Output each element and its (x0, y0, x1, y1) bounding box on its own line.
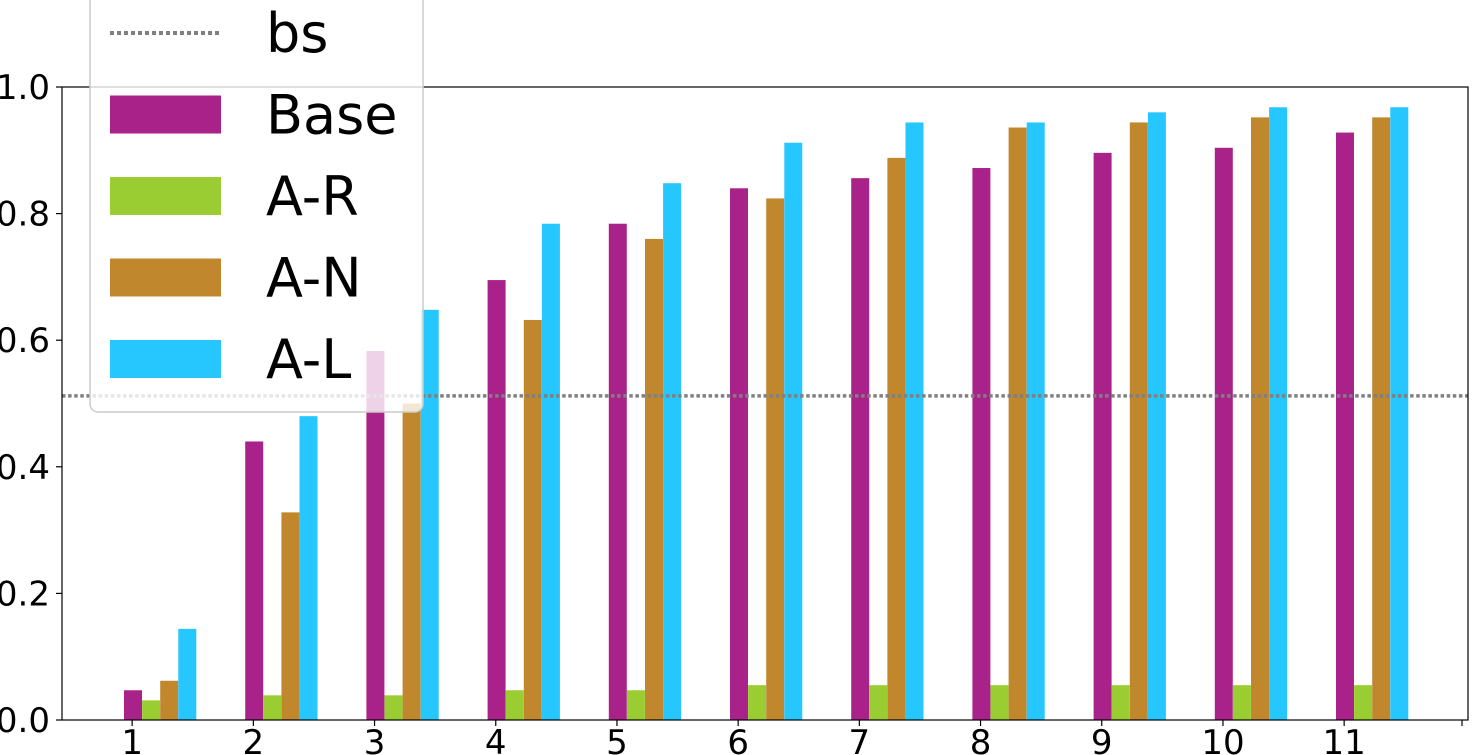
legend-label-a-n: A-N (266, 247, 362, 310)
bar-a-r-9 (1111, 685, 1130, 720)
bar-a-n-11 (1372, 117, 1391, 720)
bar-base-11 (1336, 132, 1354, 721)
x-tick-label-6: 6 (727, 723, 749, 755)
y-tick-label: 0.4 (0, 448, 50, 488)
x-tick-label-7: 7 (849, 723, 871, 755)
bar-a-r-8 (990, 685, 1009, 720)
x-tick-label-4: 4 (485, 723, 507, 755)
bar-base-1 (124, 690, 142, 720)
bar-base-10 (1214, 147, 1233, 720)
bar-a-l-6 (784, 142, 803, 721)
bar-a-l-3 (420, 309, 439, 720)
bar-a-n-9 (1129, 122, 1148, 720)
bar-a-n-6 (766, 198, 785, 720)
bar-a-r-6 (748, 685, 767, 720)
bar-a-l-1 (178, 628, 197, 720)
bar-base-9 (1093, 152, 1112, 720)
x-tick-label-9: 9 (1091, 723, 1113, 755)
x-tick-label-8: 8 (970, 723, 992, 755)
bar-a-l-5 (663, 183, 682, 720)
x-tick-label-11: 11 (1323, 723, 1366, 755)
bar-a-n-5 (645, 238, 663, 721)
bar-a-n-8 (1008, 127, 1027, 720)
y-tick-label: 0.6 (0, 321, 50, 361)
x-tick-label-10: 10 (1201, 723, 1244, 755)
bar-a-r-2 (263, 695, 282, 720)
bar-base-8 (972, 168, 991, 721)
bar-base-3 (366, 350, 385, 720)
bar-a-l-4 (541, 223, 560, 720)
bar-a-r-3 (384, 695, 403, 720)
y-tick-label: 0.8 (0, 195, 50, 235)
bar-a-l-10 (1269, 107, 1288, 721)
bar-a-r-1 (142, 700, 161, 720)
legend-label-base: Base (266, 84, 398, 147)
bars (124, 107, 1409, 721)
legend-swatch-base (110, 95, 221, 134)
legend-swatch-a-n (110, 258, 221, 297)
bar-a-l-9 (1147, 112, 1166, 720)
y-tick-label: 0.0 (0, 701, 50, 741)
bar-a-r-4 (505, 690, 524, 720)
legend-swatch-a-l (110, 340, 221, 378)
x-tick-label-5: 5 (606, 723, 628, 755)
legend-label-a-r: A-R (266, 165, 359, 228)
bar-base-2 (245, 441, 264, 720)
x-tick-label-2: 2 (243, 723, 265, 755)
bar-a-l-8 (1026, 122, 1045, 720)
bar-base-6 (730, 188, 748, 720)
bar-a-l-7 (905, 122, 924, 720)
x-axis: 1 2 3 4 5 6 7 8 9 10 11 (121, 720, 1463, 755)
bar-a-r-10 (1232, 685, 1251, 720)
bar-a-r-11 (1354, 685, 1373, 720)
plot-frame (61, 86, 1469, 721)
bar-base-5 (608, 223, 627, 720)
legend: bs Base A-R A-N A-L (89, 0, 424, 413)
bar-a-l-2 (299, 416, 318, 720)
bar-a-n-4 (523, 319, 542, 720)
bar-a-n-10 (1251, 117, 1269, 720)
y-axis: 0.0 0.2 0.4 0.6 0.8 1.0 (0, 68, 62, 741)
bar-a-n-3 (402, 403, 421, 720)
legend-label-a-l: A-L (266, 328, 351, 391)
x-tick-label-1: 1 (121, 723, 143, 755)
bar-base-4 (487, 280, 506, 720)
bar-a-n-7 (887, 157, 906, 720)
bar-base-7 (851, 178, 870, 721)
bar-a-n-2 (281, 512, 300, 720)
y-tick-label: 1.0 (0, 68, 50, 108)
bar-a-l-11 (1390, 107, 1409, 721)
bar-a-r-5 (626, 690, 645, 720)
legend-swatch-a-r (110, 177, 221, 215)
bar-a-r-7 (869, 685, 888, 720)
x-tick-label-3: 3 (364, 723, 386, 755)
bar-a-n-1 (160, 680, 179, 720)
y-tick-label: 0.2 (0, 574, 50, 614)
legend-label-bs: bs (266, 2, 328, 65)
